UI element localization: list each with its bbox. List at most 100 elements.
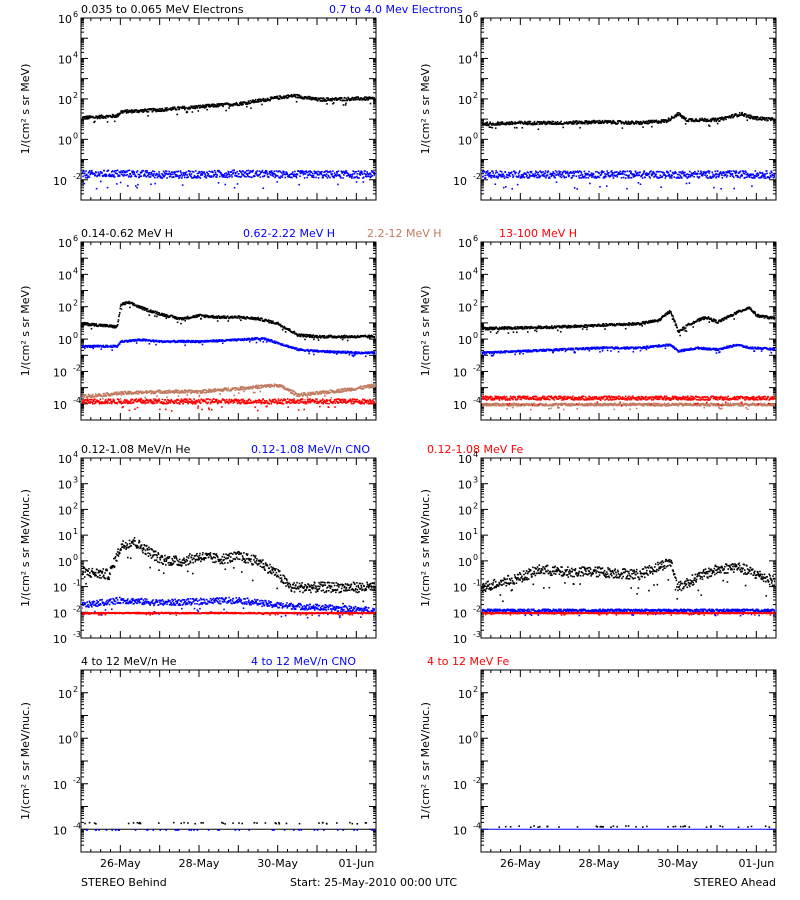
data-point [118,174,120,176]
data-point [611,172,614,174]
data-point [148,108,151,110]
data-point [123,171,125,174]
data-point [625,122,628,124]
data-point [770,175,772,178]
data-point [571,175,574,177]
data-point [738,115,740,117]
data-point [203,107,206,109]
data-point [266,173,269,176]
data-point [95,395,98,398]
data-point [542,175,545,177]
data-point [127,302,129,304]
data-point [733,187,735,190]
data-point [590,174,592,177]
data-point [349,99,352,101]
data-point [156,176,159,179]
data-point [294,94,296,97]
data-point [159,175,162,178]
data-point [343,96,346,99]
data-point [629,123,631,125]
data-point [523,172,525,175]
data-point [673,176,676,178]
data-point [670,115,673,118]
data-point [559,175,562,178]
data-point [177,175,179,177]
data-point [267,176,270,179]
data-point [194,341,197,344]
data-point [269,171,271,174]
data-point [86,322,89,324]
data-point [724,173,727,176]
data-point [89,324,91,326]
data-point [648,175,651,178]
data-point [157,175,160,177]
data-point [586,121,588,124]
data-point [749,174,752,177]
data-point [152,175,155,177]
data-point [220,173,223,176]
data-point [179,339,182,342]
data-point [302,171,305,173]
data-point [542,170,544,173]
data-point [632,173,634,176]
data-point [143,338,146,341]
data-point [721,177,724,179]
data-point [581,122,584,125]
data-point [85,170,87,172]
data-point [127,185,129,187]
data-point [133,173,136,175]
data-point [154,315,156,317]
data-point [338,351,340,354]
data-point [504,122,507,125]
data-point [129,111,132,113]
data-point [644,176,646,179]
data-point [250,170,253,173]
data-point [268,172,270,175]
data-point [164,108,167,111]
data-point [767,119,769,122]
data-point [541,122,544,125]
data-point [347,97,350,100]
data-point [354,351,357,353]
data-point [540,121,543,123]
data-point [173,171,176,173]
data-point [305,333,307,336]
data-point [259,319,262,322]
data-point [273,172,275,175]
data-point [86,115,89,118]
data-point [373,172,375,175]
data-point [667,118,670,120]
data-point [86,117,88,120]
data-point [300,170,302,172]
data-point [290,95,292,97]
data-point [249,102,251,105]
data-point [494,172,497,174]
data-point [188,170,190,172]
data-point [203,175,206,178]
data-point [247,101,249,104]
data-point [225,172,227,174]
data-point [693,172,696,175]
data-point [283,173,286,175]
data-point [619,170,622,173]
data-point [169,172,171,175]
data-point [99,171,102,173]
data-point [684,118,687,121]
data-point [293,173,296,176]
data-point [700,174,703,177]
data-point [489,121,492,124]
data-point [629,170,632,172]
data-point [354,336,357,338]
data-point [116,183,118,185]
data-point [770,170,773,173]
data-point [148,311,151,313]
data-point [87,115,89,118]
data-point [296,93,298,96]
data-point [135,340,138,342]
data-point [157,108,159,111]
data-point [694,120,696,123]
data-point [717,173,719,175]
data-point [214,171,217,174]
data-point [761,116,764,119]
data-point [356,98,359,101]
